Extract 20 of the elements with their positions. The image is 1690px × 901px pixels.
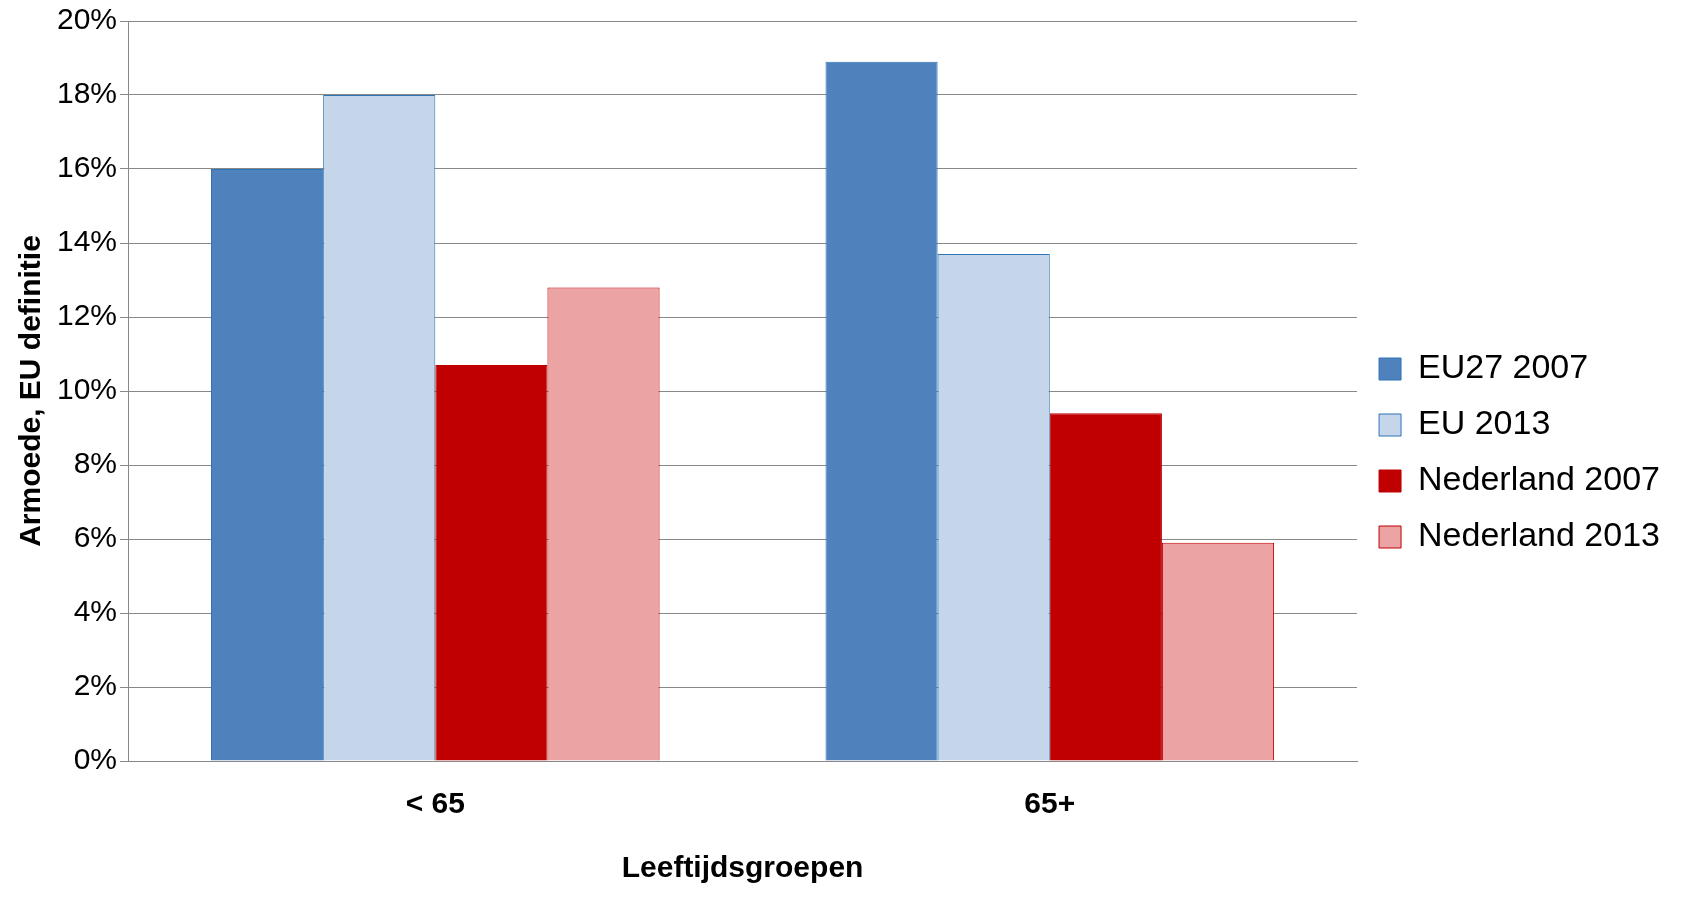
y-tick-label: 6% (73, 520, 118, 554)
x-tick-label: < 65 (405, 786, 465, 820)
y-tick-label: 4% (73, 594, 118, 628)
bar (435, 365, 548, 761)
legend-label: Nederland 2007 (1418, 459, 1660, 498)
y-tick-label: 12% (57, 298, 118, 332)
y-tick-label: 20% (57, 2, 118, 36)
legend-label: EU27 2007 (1418, 347, 1589, 386)
x-axis-title: Leeftijdsgroepen (621, 850, 864, 884)
y-axis-title: Armoede, EU definitie (13, 235, 47, 547)
legend-label: Nederland 2013 (1418, 515, 1660, 554)
y-tick-label: 10% (57, 372, 118, 406)
y-tick-label: 2% (73, 668, 118, 702)
y-tick-label: 18% (57, 76, 118, 110)
x-tick-label: 65+ (1024, 786, 1076, 820)
y-tick-label: 16% (57, 150, 118, 184)
legend-label: EU 2013 (1418, 403, 1551, 442)
y-tick-label: 8% (73, 446, 118, 480)
y-tick-label: 0% (73, 742, 118, 776)
y-tick-label: 14% (57, 224, 118, 258)
